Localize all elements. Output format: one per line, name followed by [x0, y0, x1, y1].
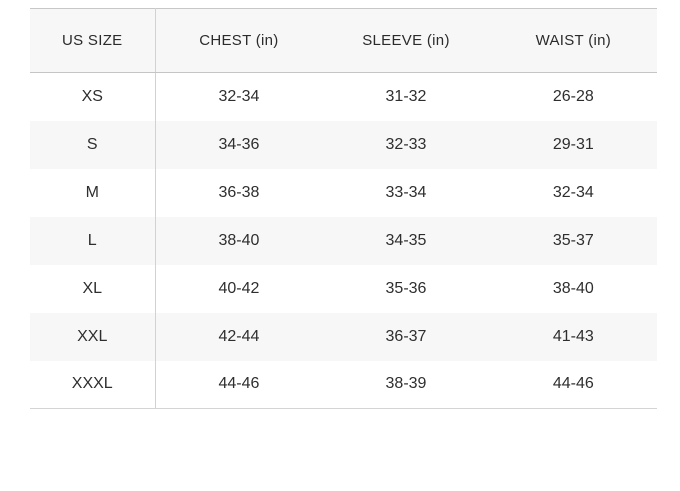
table-row: XL 40-42 35-36 38-40 — [30, 264, 657, 313]
chest-cell: 44-46 — [155, 360, 323, 409]
sleeve-cell: 31-32 — [322, 72, 490, 121]
size-cell: XXXL — [30, 360, 156, 409]
size-cell: S — [30, 120, 156, 169]
table-row: XXL 42-44 36-37 41-43 — [30, 312, 657, 361]
table-row: L 38-40 34-35 35-37 — [30, 216, 657, 265]
size-cell: L — [30, 216, 156, 265]
waist-cell: 38-40 — [489, 264, 657, 313]
waist-cell: 32-34 — [489, 168, 657, 217]
table-row: S 34-36 32-33 29-31 — [30, 120, 657, 169]
table-row: M 36-38 33-34 32-34 — [30, 168, 657, 217]
size-cell: XS — [30, 72, 156, 121]
column-header-us-size: US SIZE — [30, 8, 156, 73]
size-chart: US SIZE CHEST (in) SLEEVE (in) WAIST (in… — [30, 8, 657, 409]
chest-cell: 40-42 — [155, 264, 323, 313]
waist-cell: 29-31 — [489, 120, 657, 169]
waist-cell: 26-28 — [489, 72, 657, 121]
column-header-waist: WAIST (in) — [489, 8, 657, 73]
sleeve-cell: 36-37 — [322, 312, 490, 361]
table-row: XXXL 44-46 38-39 44-46 — [30, 360, 657, 409]
chest-cell: 36-38 — [155, 168, 323, 217]
sleeve-cell: 38-39 — [322, 360, 490, 409]
column-header-chest: CHEST (in) — [155, 8, 323, 73]
chest-cell: 32-34 — [155, 72, 323, 121]
size-cell: M — [30, 168, 156, 217]
waist-cell: 35-37 — [489, 216, 657, 265]
size-cell: XL — [30, 264, 156, 313]
header-row: US SIZE CHEST (in) SLEEVE (in) WAIST (in… — [30, 8, 657, 73]
chest-cell: 34-36 — [155, 120, 323, 169]
sleeve-cell: 33-34 — [322, 168, 490, 217]
column-header-sleeve: SLEEVE (in) — [322, 8, 490, 73]
sleeve-cell: 32-33 — [322, 120, 490, 169]
size-chart-table: US SIZE CHEST (in) SLEEVE (in) WAIST (in… — [30, 8, 657, 409]
sleeve-cell: 34-35 — [322, 216, 490, 265]
waist-cell: 44-46 — [489, 360, 657, 409]
waist-cell: 41-43 — [489, 312, 657, 361]
chest-cell: 38-40 — [155, 216, 323, 265]
size-cell: XXL — [30, 312, 156, 361]
table-row: XS 32-34 31-32 26-28 — [30, 72, 657, 121]
sleeve-cell: 35-36 — [322, 264, 490, 313]
chest-cell: 42-44 — [155, 312, 323, 361]
